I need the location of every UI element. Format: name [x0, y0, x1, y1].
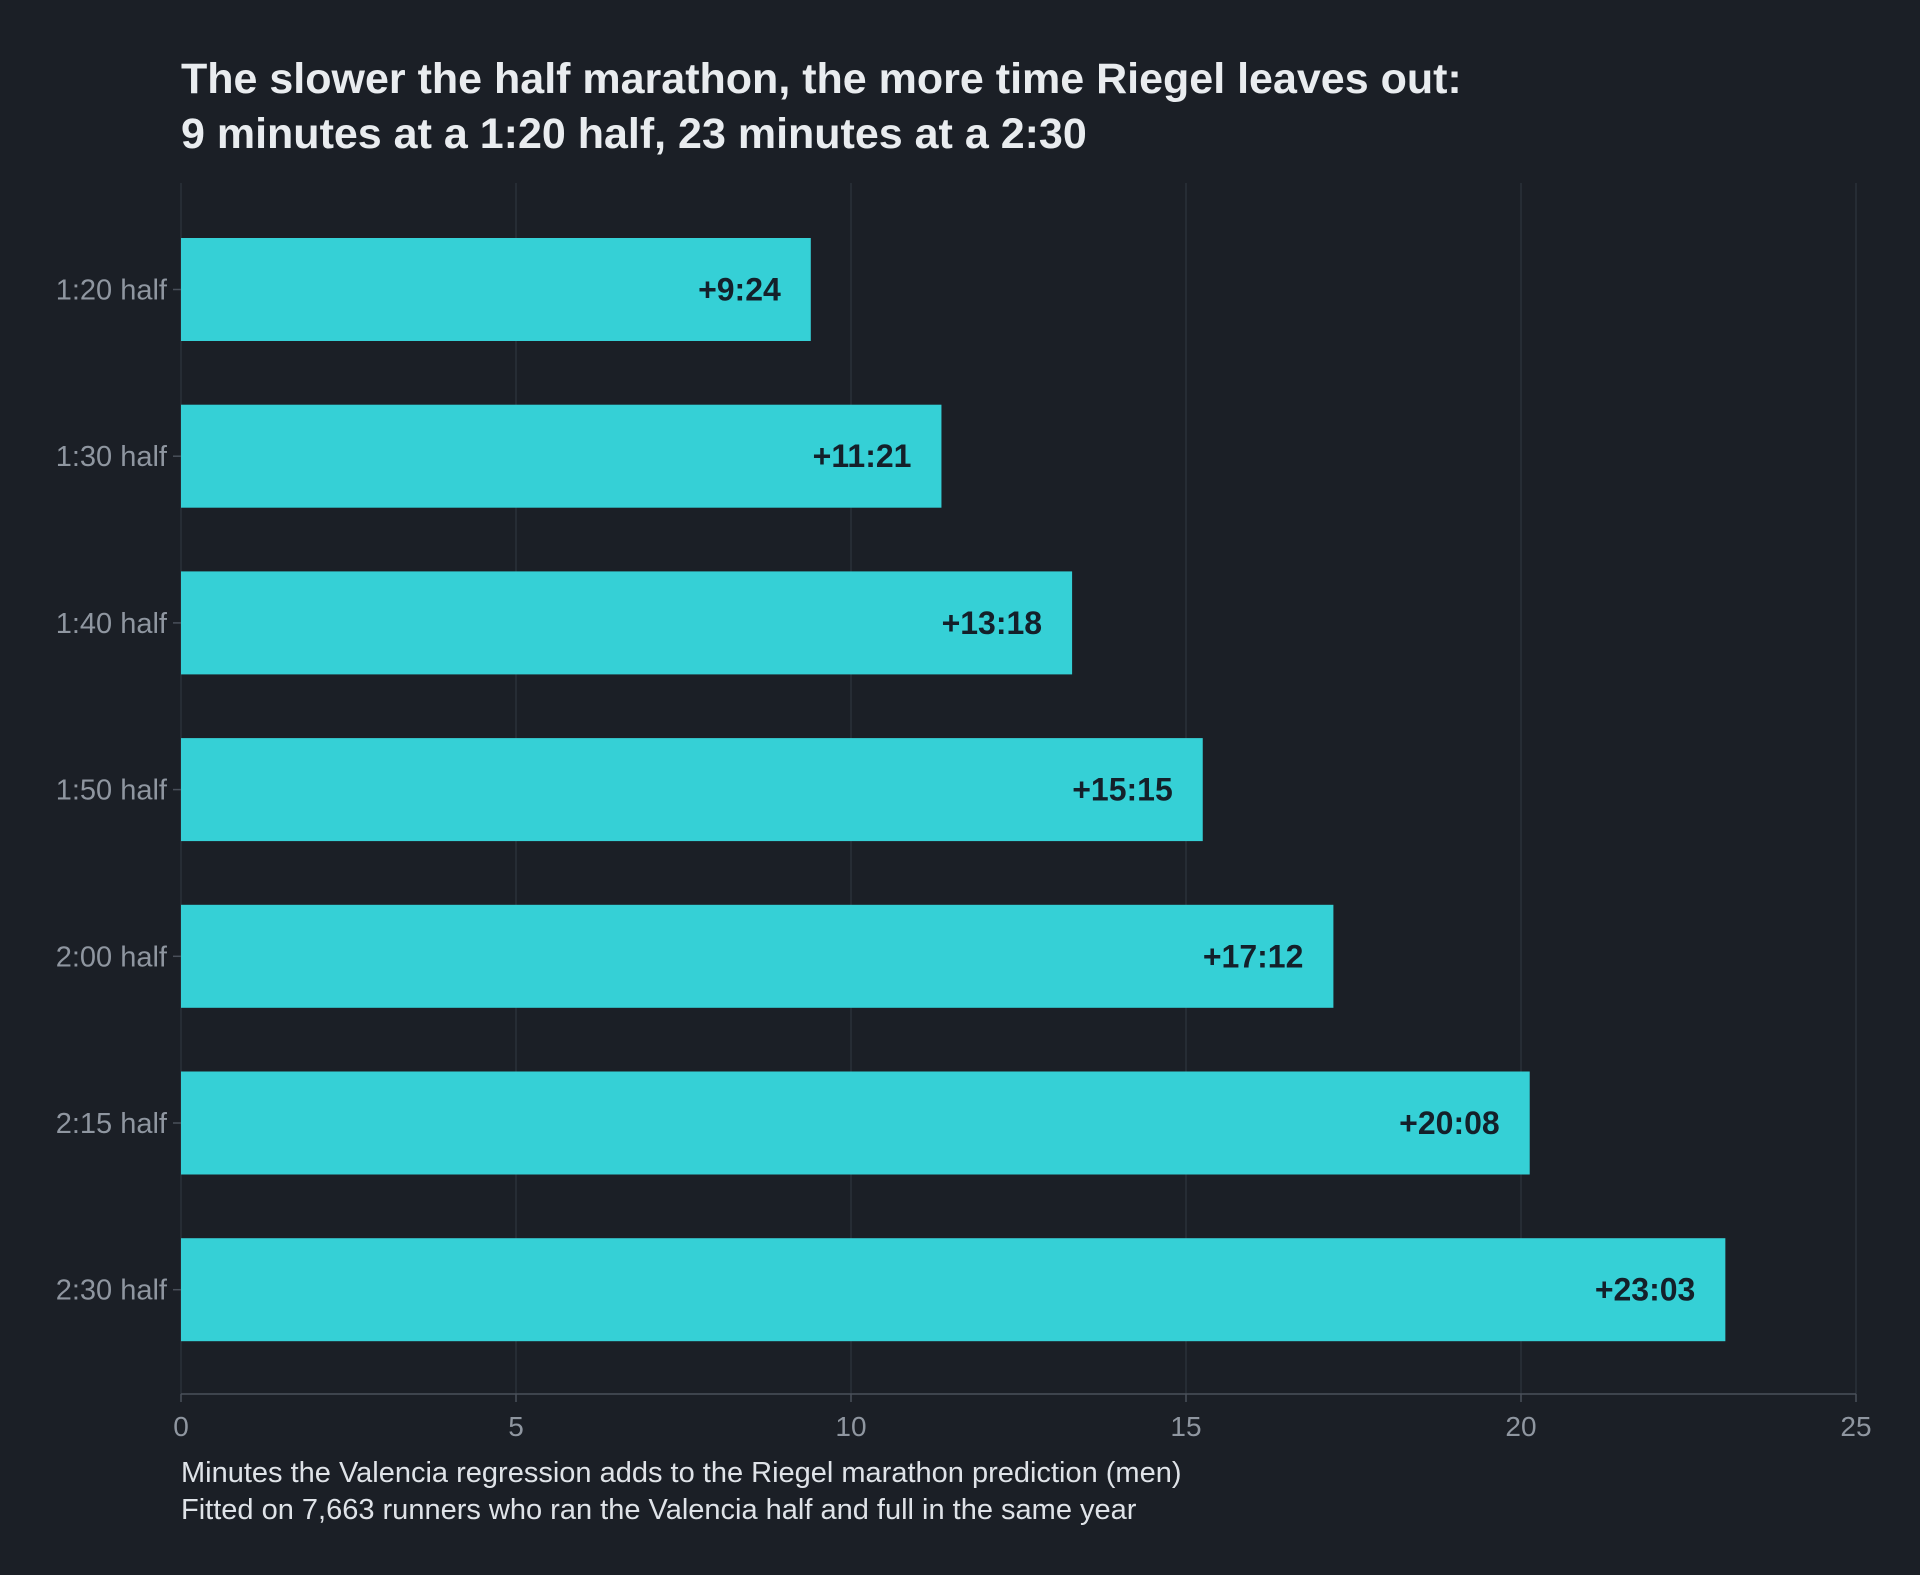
bar-6	[181, 1238, 1726, 1342]
y-category-label-4: 2:00 half	[56, 941, 168, 973]
bar-data-label-5: +20:08	[1399, 1105, 1500, 1141]
bar-2	[181, 571, 1073, 675]
bar-5	[181, 1071, 1530, 1175]
chart-title-line-1: The slower the half marathon, the more t…	[181, 55, 1462, 103]
y-category-label-3: 1:50 half	[56, 775, 168, 807]
chart-title: The slower the half marathon, the more t…	[181, 55, 1462, 158]
x-tick-label-5: 25	[1840, 1411, 1871, 1442]
y-category-label-6: 2:30 half	[56, 1275, 168, 1307]
chart-bars: +9:24 +11:21 +13:18 +15:15 +17:12 +20:08 +23:0…	[181, 238, 1726, 1342]
x-axis: 0 5 10 15 20 25	[173, 1393, 1872, 1442]
x-tick-label-1: 5	[508, 1411, 524, 1442]
bar-data-label-1: +11:21	[813, 438, 912, 474]
chart-title-line-2: 9 minutes at a 1:20 half, 23 minutes at …	[181, 110, 1087, 158]
y-category-label-5: 2:15 half	[56, 1108, 168, 1140]
y-category-label-1: 1:30 half	[56, 441, 168, 473]
y-axis-category-labels: 1:20 half 1:30 half 1:40 half 1:50 half 2:00…	[56, 275, 181, 1307]
x-tick-label-3: 15	[1170, 1411, 1201, 1442]
y-category-label-2: 1:40 half	[56, 608, 168, 640]
chart-caption: Minutes the Valencia regression adds to …	[181, 1457, 1182, 1526]
bar-4	[181, 904, 1334, 1008]
x-tick-label-2: 10	[835, 1411, 866, 1442]
x-tick-label-0: 0	[173, 1411, 189, 1442]
bar-data-label-2: +13:18	[942, 605, 1043, 641]
bar-data-label-3: +15:15	[1072, 772, 1173, 808]
bar-data-label-6: +23:03	[1595, 1272, 1696, 1308]
bar-1	[181, 404, 942, 508]
bar-data-label-4: +17:12	[1203, 938, 1304, 974]
chart-caption-line-1: Minutes the Valencia regression adds to …	[181, 1457, 1182, 1489]
y-category-label-0: 1:20 half	[56, 275, 168, 307]
chart-caption-line-2: Fitted on 7,663 runners who ran the Vale…	[181, 1494, 1137, 1526]
x-tick-label-4: 20	[1505, 1411, 1536, 1442]
bar-data-label-0: +9:24	[698, 272, 781, 308]
bar-0	[181, 238, 811, 341]
bar-3	[181, 738, 1203, 842]
